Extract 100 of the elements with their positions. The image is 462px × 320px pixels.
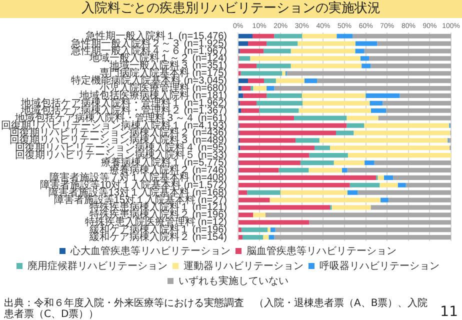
bar [239,160,300,166]
bar [330,146,450,150]
legend-label: 心大血管疾患等リハビリテーション [70,244,230,257]
bar [332,205,371,210]
bar [377,41,452,46]
bar [239,56,250,61]
bar [240,108,260,113]
bar [336,34,353,38]
bar [302,100,370,106]
bar [240,48,264,54]
bar [238,34,252,38]
bar [276,78,304,84]
bar [256,64,291,68]
bar [247,190,280,195]
bar [259,108,299,113]
bar [346,116,378,120]
bar [350,182,380,188]
bar [290,48,356,54]
bar [309,220,452,225]
bar [268,234,274,240]
bar [238,64,257,68]
bar [238,182,350,188]
bar [242,234,264,240]
bar [243,93,267,98]
bar [398,182,406,188]
bar [274,86,452,91]
bar [354,130,450,136]
bar [270,198,381,202]
bar [319,138,448,143]
bar [270,228,276,232]
bar [266,41,298,46]
bar [238,228,242,232]
bar [347,168,452,173]
bar [248,78,264,84]
bar [275,228,452,232]
bar [240,146,314,150]
bar [298,108,371,113]
bar [238,234,242,240]
bar [362,64,371,68]
bar [238,198,270,202]
bar [380,198,388,202]
bar [308,168,342,173]
bar [256,100,303,106]
bar [342,168,348,173]
bar [238,93,244,98]
bar [239,138,296,143]
bar [364,160,374,166]
bar [388,198,452,202]
bar [348,153,452,158]
bar [304,78,318,84]
legend-label: 廃用症候群リハビリテーション [28,260,168,272]
bar [264,78,276,84]
legend-label: いずれも実施していない [178,274,288,287]
bar [374,160,452,166]
bar [238,153,310,158]
bar [286,71,452,76]
bar [250,56,361,61]
bar [380,182,398,188]
bar [302,34,337,38]
bar [370,205,452,210]
bar [314,146,330,150]
bar [253,212,266,218]
bar [240,100,257,106]
bar [238,212,254,218]
legend-label: 運動器リハビリテーション [184,260,304,272]
bar [238,116,294,120]
bar [241,86,251,91]
bar [364,48,452,54]
bar [309,153,348,158]
bar [253,86,267,91]
bar [370,108,386,113]
bar [400,93,452,98]
bar [238,175,376,180]
source-note: 出典：令和６年度入院・外来医療等における実態調査 （入院・退棟患者票（A、B票）、入院患者票（C、D票）） [4,298,429,320]
bar [366,93,400,98]
bar [382,100,452,106]
bar [378,116,452,120]
bar [369,56,452,61]
bar [296,138,320,143]
bar [355,48,364,54]
bar [290,64,362,68]
bar [241,228,268,232]
bar [239,123,347,128]
bar [238,86,242,91]
bar [239,168,279,173]
bar [448,138,452,143]
bar [317,78,452,84]
y-tick-label: 緩和ケア病棟入院料２ (n=154) [88,231,227,244]
bar [378,175,384,180]
bar [370,64,452,68]
legend-label: 脳血管疾患等リハビリテーション [246,244,396,257]
bar [348,190,358,195]
bar [352,34,452,38]
bar [250,86,254,91]
bar [266,86,274,91]
bar [355,41,378,46]
bar [334,160,365,166]
bar [238,41,248,46]
legend-label: 呼吸器リハビリテーション [320,260,440,272]
bar [386,108,452,113]
